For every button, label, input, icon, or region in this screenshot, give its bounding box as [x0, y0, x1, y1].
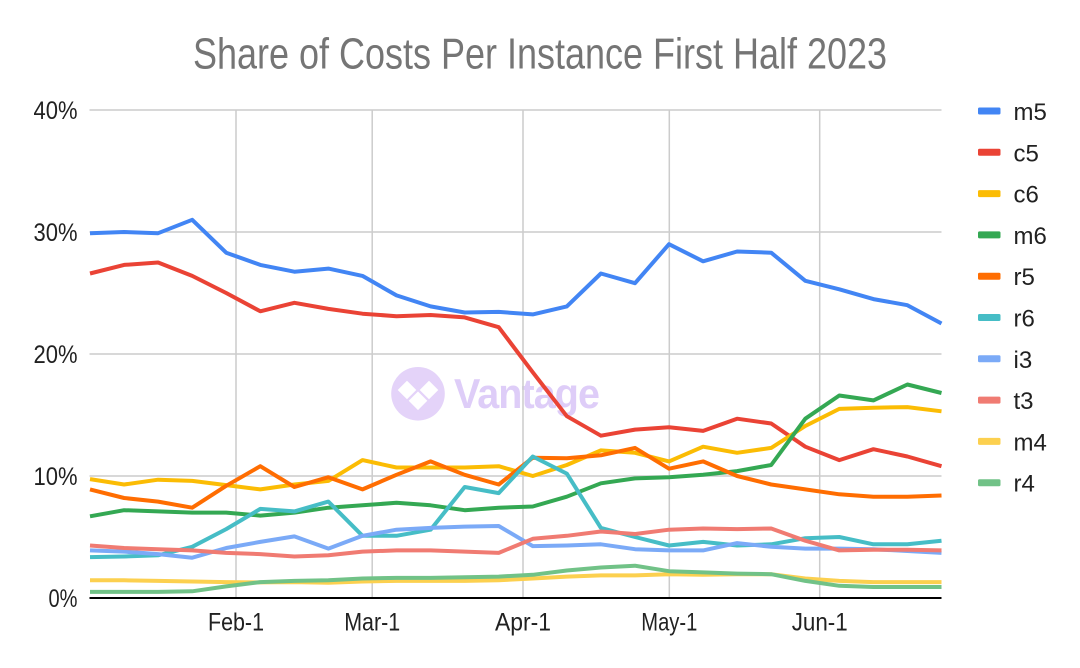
- svg-text:40%: 40%: [34, 97, 78, 125]
- svg-text:Feb-1: Feb-1: [208, 609, 264, 637]
- svg-text:t3: t3: [1014, 388, 1034, 415]
- svg-text:20%: 20%: [34, 341, 78, 369]
- svg-text:c5: c5: [1014, 140, 1039, 167]
- svg-text:May-1: May-1: [641, 609, 697, 637]
- svg-text:r6: r6: [1014, 306, 1035, 333]
- svg-text:Vantage: Vantage: [454, 370, 599, 417]
- svg-text:Apr-1: Apr-1: [495, 609, 551, 637]
- svg-text:0%: 0%: [49, 585, 78, 613]
- svg-text:30%: 30%: [34, 219, 78, 247]
- svg-text:Jun-1: Jun-1: [792, 609, 848, 637]
- svg-text:i3: i3: [1014, 347, 1033, 374]
- svg-text:c6: c6: [1014, 182, 1039, 209]
- svg-text:10%: 10%: [34, 463, 78, 491]
- svg-text:m4: m4: [1014, 429, 1047, 456]
- svg-text:r4: r4: [1014, 471, 1035, 498]
- svg-text:m5: m5: [1014, 99, 1047, 126]
- svg-text:r5: r5: [1014, 264, 1035, 291]
- svg-text:Share of Costs Per Instance Fi: Share of Costs Per Instance First Half 2…: [193, 30, 887, 79]
- svg-text:m6: m6: [1014, 223, 1047, 250]
- svg-text:Mar-1: Mar-1: [344, 609, 400, 637]
